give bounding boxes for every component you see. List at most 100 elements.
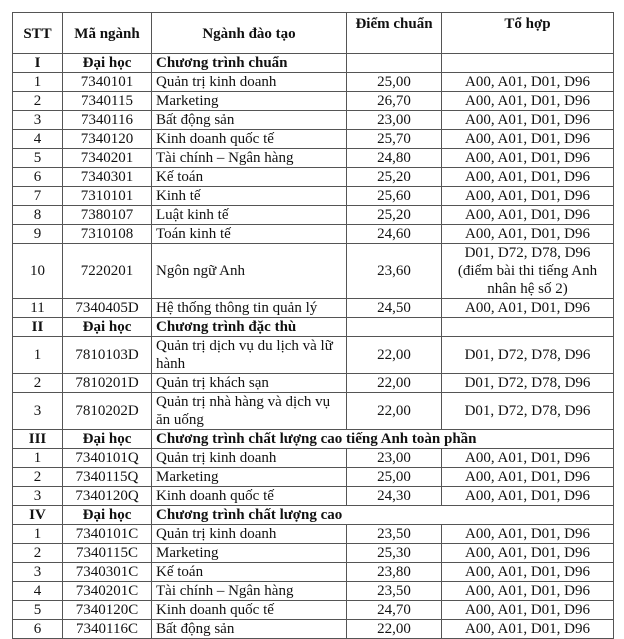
score-cell: 25,60 bbox=[346, 186, 442, 206]
combination-cell: A00, A01, D01, D96 bbox=[441, 110, 614, 130]
stt-cell: 1 bbox=[12, 72, 63, 92]
empty-cell bbox=[346, 317, 442, 337]
table-row: 6 7340116C Bất động sản 22,00 A00, A01, D01,… bbox=[12, 619, 614, 639]
section-number: IV bbox=[12, 505, 63, 525]
code-cell: 7340101Q bbox=[62, 448, 152, 468]
section-program: Chương trình chất lượng cao bbox=[151, 505, 614, 525]
major-cell: Bất động sản bbox=[151, 619, 347, 639]
table-row: 7 7310101 Kinh tế 25,60 A00, A01, D01, D96 bbox=[12, 186, 614, 206]
empty-cell bbox=[441, 53, 614, 73]
combination-cell: A00, A01, D01, D96 bbox=[441, 72, 614, 92]
combination-cell: A00, A01, D01, D96 bbox=[441, 205, 614, 225]
section-level: Đại học bbox=[62, 429, 152, 449]
score-cell: 22,00 bbox=[346, 336, 442, 374]
score-cell: 26,70 bbox=[346, 91, 442, 111]
major-cell: Hệ thống thông tin quản lý bbox=[151, 298, 347, 318]
section-program: Chương trình chuẩn bbox=[151, 53, 347, 73]
stt-cell: 1 bbox=[12, 336, 63, 374]
table-row: 2 7340115 Marketing 26,70 A00, A01, D01, D96 bbox=[12, 91, 614, 111]
major-cell: Ngôn ngữ Anh bbox=[151, 243, 347, 299]
code-cell: 7340101C bbox=[62, 524, 152, 544]
combination-cell: A00, A01, D01, D96 bbox=[441, 619, 614, 639]
major-cell: Toán kinh tế bbox=[151, 224, 347, 244]
score-cell: 24,80 bbox=[346, 148, 442, 168]
major-cell: Kinh doanh quốc tế bbox=[151, 129, 347, 149]
section-row: I Đại học Chương trình chuẩn bbox=[12, 53, 614, 73]
score-cell: 22,00 bbox=[346, 619, 442, 639]
section-program: Chương trình đặc thù bbox=[151, 317, 347, 337]
section-number: III bbox=[12, 429, 63, 449]
table-row: 2 7810201D Quản trị khách sạn 22,00 D01, D72… bbox=[12, 373, 614, 393]
table-row: 3 7810202D Quản trị nhà hàng và dịch vụ ăn… bbox=[12, 392, 614, 430]
table-row: 9 7310108 Toán kinh tế 24,60 A00, A01, D01, … bbox=[12, 224, 614, 244]
score-cell: 23,50 bbox=[346, 581, 442, 601]
header-ma-nganh: Mã ngành bbox=[62, 12, 152, 54]
score-cell: 24,60 bbox=[346, 224, 442, 244]
combination-cell: A00, A01, D01, D96 bbox=[441, 562, 614, 582]
code-cell: 7340116 bbox=[62, 110, 152, 130]
table-row: 2 7340115Q Marketing 25,00 A00, A01, D01, D9… bbox=[12, 467, 614, 487]
stt-cell: 8 bbox=[12, 205, 63, 225]
section-number: II bbox=[12, 317, 63, 337]
score-cell: 23,00 bbox=[346, 110, 442, 130]
score-cell: 25,20 bbox=[346, 205, 442, 225]
score-cell: 25,30 bbox=[346, 543, 442, 563]
code-cell: 7220201 bbox=[62, 243, 152, 299]
stt-cell: 7 bbox=[12, 186, 63, 206]
code-cell: 7340301C bbox=[62, 562, 152, 582]
table-row: 1 7340101C Quản trị kinh doanh 23,50 A00, A0… bbox=[12, 524, 614, 544]
stt-cell: 6 bbox=[12, 619, 63, 639]
score-cell: 24,50 bbox=[346, 298, 442, 318]
stt-cell: 5 bbox=[12, 600, 63, 620]
table-row: 4 7340201C Tài chính – Ngân hàng 23,50 A00, … bbox=[12, 581, 614, 601]
major-cell: Quản trị kinh doanh bbox=[151, 72, 347, 92]
table-row: 10 7220201 Ngôn ngữ Anh 23,60 D01, D72, D78,… bbox=[12, 243, 614, 299]
code-cell: 7340201 bbox=[62, 148, 152, 168]
combination-cell: A00, A01, D01, D96 bbox=[441, 167, 614, 187]
major-cell: Bất động sản bbox=[151, 110, 347, 130]
stt-cell: 4 bbox=[12, 581, 63, 601]
code-cell: 7810201D bbox=[62, 373, 152, 393]
table-row: 2 7340115C Marketing 25,30 A00, A01, D01, D9… bbox=[12, 543, 614, 563]
header-stt: STT bbox=[12, 12, 63, 54]
combination-cell: A00, A01, D01, D96 bbox=[441, 91, 614, 111]
table-row: 8 7380107 Luật kinh tế 25,20 A00, A01, D01, … bbox=[12, 205, 614, 225]
major-cell: Kế toán bbox=[151, 167, 347, 187]
combination-cell: A00, A01, D01, D96 bbox=[441, 467, 614, 487]
combination-cell: D01, D72, D78, D96 (điểm bài thi tiếng A… bbox=[441, 243, 614, 299]
admission-score-table: STT Mã ngành Ngành đào tạo Điểm chuẩn Tổ… bbox=[12, 12, 614, 639]
combination-cell: D01, D72, D78, D96 bbox=[441, 392, 614, 430]
stt-cell: 1 bbox=[12, 448, 63, 468]
major-cell: Kế toán bbox=[151, 562, 347, 582]
major-cell: Tài chính – Ngân hàng bbox=[151, 581, 347, 601]
major-cell: Kinh doanh quốc tế bbox=[151, 486, 347, 506]
stt-cell: 3 bbox=[12, 562, 63, 582]
combination-cell: A00, A01, D01, D96 bbox=[441, 543, 614, 563]
table-row: 1 7340101 Quản trị kinh doanh 25,00 A00, A01… bbox=[12, 72, 614, 92]
table-row: 11 7340405D Hệ thống thông tin quản lý 24,5… bbox=[12, 298, 614, 318]
combination-cell: A00, A01, D01, D96 bbox=[441, 600, 614, 620]
score-cell: 24,70 bbox=[346, 600, 442, 620]
stt-cell: 6 bbox=[12, 167, 63, 187]
code-cell: 7380107 bbox=[62, 205, 152, 225]
header-row: STT Mã ngành Ngành đào tạo Điểm chuẩn Tổ… bbox=[12, 12, 614, 54]
major-cell: Marketing bbox=[151, 543, 347, 563]
code-cell: 7340115 bbox=[62, 91, 152, 111]
stt-cell: 5 bbox=[12, 148, 63, 168]
section-level: Đại học bbox=[62, 317, 152, 337]
table-row: 6 7340301 Kế toán 25,20 A00, A01, D01, D96 bbox=[12, 167, 614, 187]
score-cell: 23,50 bbox=[346, 524, 442, 544]
major-cell: Quản trị dịch vụ du lịch và lữ hành bbox=[151, 336, 347, 374]
major-cell: Quản trị kinh doanh bbox=[151, 448, 347, 468]
code-cell: 7340115Q bbox=[62, 467, 152, 487]
code-cell: 7810202D bbox=[62, 392, 152, 430]
major-cell: Quản trị kinh doanh bbox=[151, 524, 347, 544]
combination-cell: A00, A01, D01, D96 bbox=[441, 298, 614, 318]
major-cell: Quản trị nhà hàng và dịch vụ ăn uống bbox=[151, 392, 347, 430]
stt-cell: 1 bbox=[12, 524, 63, 544]
code-cell: 7310101 bbox=[62, 186, 152, 206]
empty-cell bbox=[346, 53, 442, 73]
stt-cell: 2 bbox=[12, 467, 63, 487]
score-cell: 24,30 bbox=[346, 486, 442, 506]
major-cell: Marketing bbox=[151, 91, 347, 111]
